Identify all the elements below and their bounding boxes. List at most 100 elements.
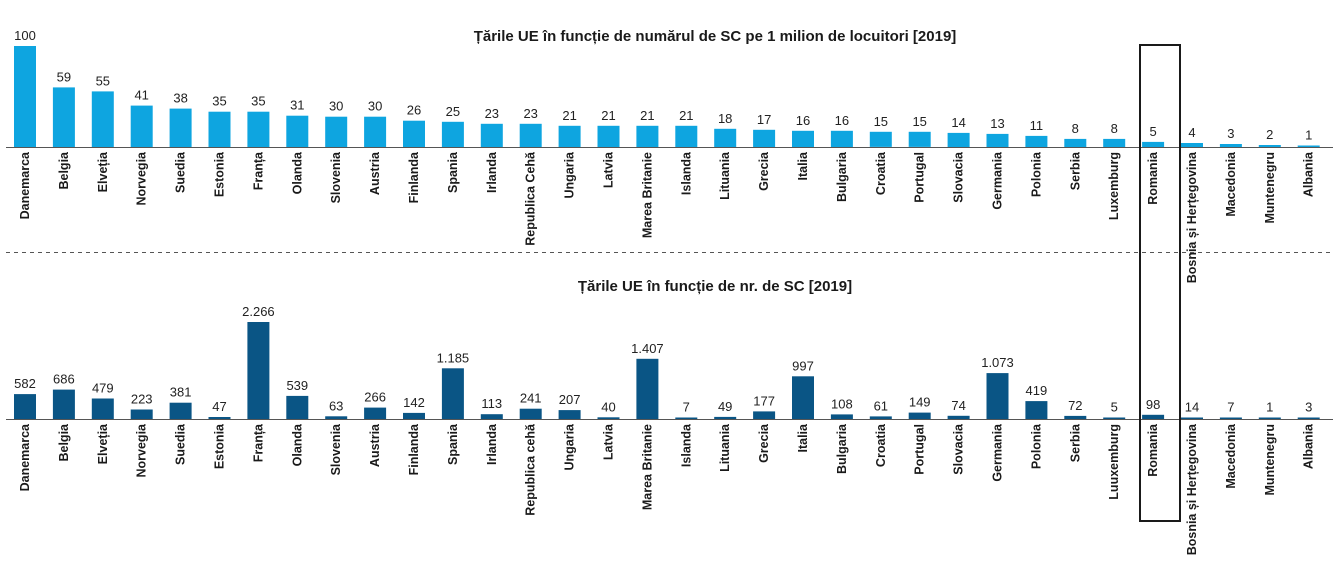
bottom-category-label: Romania (1146, 423, 1160, 477)
bottom-value-label: 149 (909, 395, 931, 410)
top-bar-polonia (1025, 135, 1048, 147)
bottom-value-label: 1 (1266, 400, 1273, 415)
bottom-bar-austria (364, 407, 387, 419)
top-category-label: Spania (446, 151, 460, 193)
top-value-label: 16 (796, 113, 810, 128)
top-bar-romania (1142, 141, 1165, 147)
top-value-label: 11 (1030, 118, 1044, 133)
bottom-category-label: Bulgaria (835, 423, 849, 474)
top-bar-muntenegru (1258, 145, 1281, 147)
bottom-bar-romania (1142, 414, 1165, 419)
top-category-label: Germania (991, 151, 1005, 210)
bottom-bar-grecia (753, 411, 776, 419)
top-chart-title: Țările UE în funcție de numărul de SC pe… (474, 28, 957, 45)
top-bar-estonia (208, 111, 231, 147)
bottom-category-label: Elveția (96, 423, 110, 464)
bottom-bar-muntenegru (1258, 417, 1281, 419)
top-bar-portugal (908, 131, 931, 147)
bottom-value-label: 108 (831, 396, 853, 411)
bottom-value-label: 142 (403, 395, 425, 410)
bottom-category-label: Ungaria (563, 423, 577, 471)
romania-highlight-box (1139, 44, 1181, 522)
bottom-bar-belgia (52, 389, 75, 419)
bottom-category-label: Irlanda (485, 423, 499, 465)
top-bar-islanda (675, 125, 698, 147)
top-value-label: 14 (951, 115, 965, 130)
bottom-category-label: Polonia (1029, 423, 1043, 469)
top-category-label: Danemarca (18, 151, 32, 219)
bottom-value-label: 3 (1305, 400, 1312, 415)
bottom-value-label: 266 (364, 390, 386, 405)
top-bar-fran-a (247, 111, 270, 147)
top-bar-republica-ceh- (519, 123, 542, 147)
bottom-bar-italia (792, 376, 814, 419)
top-value-label: 16 (835, 113, 849, 128)
bottom-chart-title: Țările UE în funcție de nr. de SC [2019] (578, 278, 852, 295)
top-category-label: Ungaria (563, 151, 577, 199)
top-category-label: Bosnia și Herțegovina (1185, 151, 1199, 283)
bottom-bar-bulgaria (830, 414, 853, 419)
top-bar-ungaria (558, 125, 581, 147)
top-category-label: Suedia (174, 151, 188, 193)
bottom-category-label: Spania (446, 423, 460, 465)
bottom-value-label: 582 (14, 376, 36, 391)
top-category-label: Bulgaria (835, 151, 849, 202)
bottom-category-label: Norvegia (135, 423, 149, 478)
bottom-bar-danemarca (14, 394, 36, 419)
bottom-bar-ungaria (558, 410, 581, 419)
top-value-label: 25 (446, 104, 460, 119)
bottom-value-label: 7 (683, 400, 690, 415)
bottom-bar-croatia (869, 416, 892, 419)
top-value-label: 15 (874, 114, 888, 129)
top-bar-albania (1297, 145, 1320, 147)
top-bar-austria (364, 116, 387, 147)
top-value-label: 5 (1149, 124, 1156, 139)
top-value-label: 59 (57, 69, 71, 84)
top-category-label: Lituania (718, 151, 732, 200)
top-value-label: 21 (562, 108, 576, 123)
top-value-label: 3 (1227, 126, 1234, 141)
top-bar-spania (441, 121, 464, 148)
bottom-value-label: 40 (601, 399, 615, 414)
bottom-bar-republica-ceh- (519, 408, 542, 419)
bottom-value-label: 1.407 (631, 341, 664, 356)
bottom-value-label: 419 (1026, 383, 1048, 398)
top-category-label: Norvegia (135, 151, 149, 206)
top-category-label: Polonia (1029, 151, 1043, 197)
top-value-label: 38 (173, 91, 187, 106)
top-category-label: Slovenia (329, 151, 343, 203)
top-category-label: Austria (368, 151, 382, 195)
bottom-value-label: 207 (559, 392, 581, 407)
top-bar-belgia (52, 87, 75, 147)
bottom-bar-finlanda (403, 412, 425, 419)
top-bar-luxemburg (1103, 138, 1126, 147)
top-value-label: 30 (329, 99, 343, 114)
top-value-label: 1 (1305, 128, 1312, 143)
bottom-category-label: Franța (251, 423, 265, 462)
bottom-bar-bosnia-i-her-egovina (1181, 417, 1203, 419)
top-value-label: 23 (485, 106, 499, 121)
top-value-label: 21 (640, 108, 654, 123)
bottom-category-label: Italia (796, 423, 810, 453)
bottom-value-label: 241 (520, 391, 542, 406)
bottom-bar-elve-ia (91, 398, 114, 419)
bottom-value-label: 177 (753, 393, 775, 408)
top-value-label: 8 (1072, 121, 1079, 136)
bottom-value-label: 14 (1185, 400, 1199, 415)
top-value-label: 8 (1111, 121, 1118, 136)
top-value-label: 17 (757, 112, 771, 127)
top-category-label: Irlanda (485, 151, 499, 193)
top-category-label: Latvia (602, 151, 616, 188)
top-value-label: 15 (912, 114, 926, 129)
top-bar-slovenia (325, 116, 348, 147)
top-value-label: 100 (14, 28, 36, 43)
top-value-label: 4 (1188, 125, 1195, 140)
bottom-category-label: Suedia (174, 423, 188, 465)
bottom-value-label: 686 (53, 372, 75, 387)
top-bar-latvia (597, 125, 620, 147)
bottom-value-label: 113 (481, 396, 502, 411)
bottom-bar-estonia (208, 417, 231, 419)
bottom-bar-olanda (286, 395, 309, 419)
top-bar-serbia (1064, 138, 1087, 147)
bottom-bar-spania (441, 368, 464, 419)
